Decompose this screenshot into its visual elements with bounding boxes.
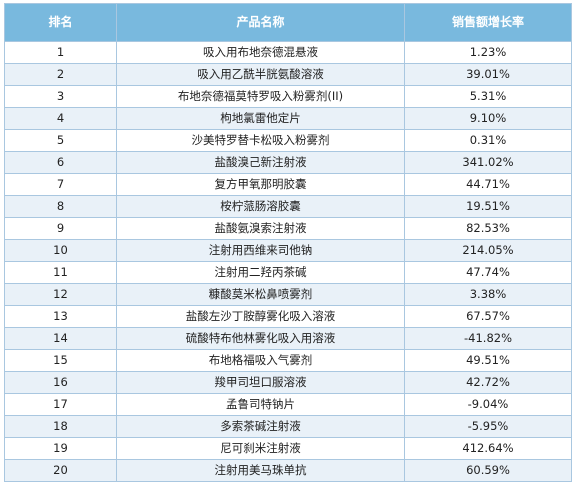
product-name-cell: 注射用西维来司他钠 (116, 239, 405, 262)
growth-rate-cell: -9.04% (404, 393, 572, 416)
product-name-cell: 羧甲司坦口服溶液 (116, 371, 405, 394)
rank-cell: 13 (4, 305, 117, 328)
product-name-cell: 盐酸氨溴索注射液 (116, 217, 405, 240)
product-name-cell: 布地格福吸入气雾剂 (116, 349, 405, 372)
table-row: 20 注射用美马珠单抗 60.59% (4, 459, 572, 482)
table-row: 9 盐酸氨溴索注射液 82.53% (4, 217, 572, 240)
rank-cell: 15 (4, 349, 117, 372)
growth-rate-cell: 3.38% (404, 283, 572, 306)
table-row: 1 吸入用布地奈德混悬液 1.23% (4, 41, 572, 64)
growth-rate-cell: 82.53% (404, 217, 572, 240)
product-name-cell: 注射用美马珠单抗 (116, 459, 405, 482)
growth-rate-cell: 67.57% (404, 305, 572, 328)
table-row: 7 复方甲氧那明胶囊 44.71% (4, 173, 572, 196)
rank-cell: 19 (4, 437, 117, 460)
table-row: 16 羧甲司坦口服溶液 42.72% (4, 371, 572, 394)
rank-cell: 8 (4, 195, 117, 218)
rank-cell: 17 (4, 393, 117, 416)
growth-rate-cell: 42.72% (404, 371, 572, 394)
header-growth-rate: 销售额增长率 (404, 3, 572, 42)
product-name-cell: 复方甲氧那明胶囊 (116, 173, 405, 196)
product-name-cell: 桉柠蒎肠溶胶囊 (116, 195, 405, 218)
product-name-cell: 布地奈德福莫特罗吸入粉雾剂(II) (116, 85, 405, 108)
product-name-cell: 吸入用乙酰半胱氨酸溶液 (116, 63, 405, 86)
product-name-cell: 孟鲁司特钠片 (116, 393, 405, 416)
table-row: 2 吸入用乙酰半胱氨酸溶液 39.01% (4, 63, 572, 86)
rank-cell: 2 (4, 63, 117, 86)
rank-cell: 1 (4, 41, 117, 64)
growth-rate-cell: 9.10% (404, 107, 572, 130)
product-name-cell: 糠酸莫米松鼻喷雾剂 (116, 283, 405, 306)
header-product-name: 产品名称 (116, 3, 405, 42)
product-name-cell: 多索茶碱注射液 (116, 415, 405, 438)
growth-rate-cell: 5.31% (404, 85, 572, 108)
rank-cell: 12 (4, 283, 117, 306)
growth-rate-cell: 44.71% (404, 173, 572, 196)
growth-rate-cell: 1.23% (404, 41, 572, 64)
table-row: 18 多索茶碱注射液 -5.95% (4, 415, 572, 438)
rank-cell: 14 (4, 327, 117, 350)
growth-rate-cell: 412.64% (404, 437, 572, 460)
table-row: 4 枸地氯雷他定片 9.10% (4, 107, 572, 130)
table-body: 1 吸入用布地奈德混悬液 1.23% 2 吸入用乙酰半胱氨酸溶液 39.01% 3 布地奈德福… (4, 41, 572, 482)
header-rank: 排名 (4, 3, 117, 42)
table-row: 17 孟鲁司特钠片 -9.04% (4, 393, 572, 416)
product-name-cell: 枸地氯雷他定片 (116, 107, 405, 130)
table-row: 13 盐酸左沙丁胺醇雾化吸入溶液 67.57% (4, 305, 572, 328)
rank-cell: 9 (4, 217, 117, 240)
table-row: 6 盐酸溴己新注射液 341.02% (4, 151, 572, 174)
product-name-cell: 吸入用布地奈德混悬液 (116, 41, 405, 64)
table-row: 10 注射用西维来司他钠 214.05% (4, 239, 572, 262)
growth-rate-cell: 341.02% (404, 151, 572, 174)
growth-rate-cell: 49.51% (404, 349, 572, 372)
growth-rate-cell: 0.31% (404, 129, 572, 152)
rank-cell: 5 (4, 129, 117, 152)
growth-rate-cell: 47.74% (404, 261, 572, 284)
growth-rate-cell: -5.95% (404, 415, 572, 438)
rank-cell: 7 (4, 173, 117, 196)
table-row: 5 沙美特罗替卡松吸入粉雾剂 0.31% (4, 129, 572, 152)
rank-cell: 3 (4, 85, 117, 108)
product-name-cell: 硫酸特布他林雾化吸入用溶液 (116, 327, 405, 350)
growth-rate-cell: 39.01% (404, 63, 572, 86)
growth-rate-cell: 19.51% (404, 195, 572, 218)
table-row: 15 布地格福吸入气雾剂 49.51% (4, 349, 572, 372)
table-row: 3 布地奈德福莫特罗吸入粉雾剂(II) 5.31% (4, 85, 572, 108)
growth-rate-cell: -41.82% (404, 327, 572, 350)
rank-cell: 4 (4, 107, 117, 130)
table-row: 8 桉柠蒎肠溶胶囊 19.51% (4, 195, 572, 218)
product-name-cell: 尼可刹米注射液 (116, 437, 405, 460)
growth-rate-cell: 60.59% (404, 459, 572, 482)
rank-cell: 6 (4, 151, 117, 174)
product-name-cell: 沙美特罗替卡松吸入粉雾剂 (116, 129, 405, 152)
table-row: 11 注射用二羟丙茶碱 47.74% (4, 261, 572, 284)
table-header-row: 排名 产品名称 销售额增长率 (4, 3, 572, 42)
rank-cell: 18 (4, 415, 117, 438)
table-row: 12 糠酸莫米松鼻喷雾剂 3.38% (4, 283, 572, 306)
table-container: 排名 产品名称 销售额增长率 1 吸入用布地奈德混悬液 1.23% 2 吸入用乙酰半胱氨… (4, 3, 572, 482)
rank-cell: 11 (4, 261, 117, 284)
rank-cell: 16 (4, 371, 117, 394)
growth-rate-cell: 214.05% (404, 239, 572, 262)
sales-growth-table: 排名 产品名称 销售额增长率 1 吸入用布地奈德混悬液 1.23% 2 吸入用乙酰半胱氨… (4, 3, 572, 482)
product-name-cell: 盐酸左沙丁胺醇雾化吸入溶液 (116, 305, 405, 328)
table-row: 19 尼可刹米注射液 412.64% (4, 437, 572, 460)
rank-cell: 10 (4, 239, 117, 262)
table-row: 14 硫酸特布他林雾化吸入用溶液 -41.82% (4, 327, 572, 350)
rank-cell: 20 (4, 459, 117, 482)
product-name-cell: 盐酸溴己新注射液 (116, 151, 405, 174)
product-name-cell: 注射用二羟丙茶碱 (116, 261, 405, 284)
